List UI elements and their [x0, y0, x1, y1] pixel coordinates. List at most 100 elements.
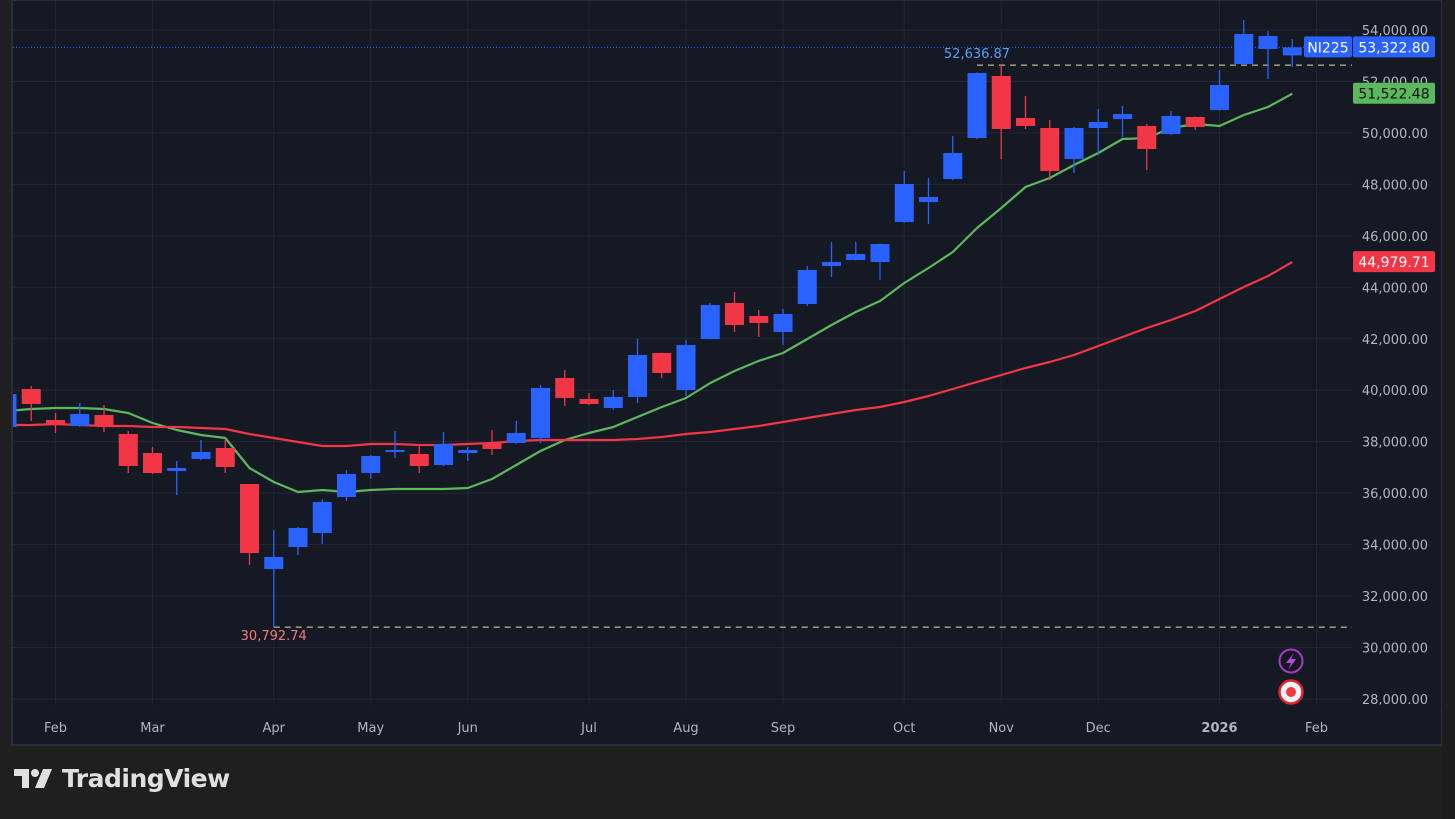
candle	[846, 241, 866, 261]
candle	[13, 394, 17, 428]
candle	[773, 308, 793, 345]
candle	[482, 429, 502, 456]
candle	[458, 447, 478, 462]
candle-body	[676, 344, 696, 390]
time-axis[interactable]: Feb Mar Apr May Jun Jul Aug Sep Oct Nov Dec 2026 Feb	[13, 704, 1442, 736]
chart-pane	[11, 0, 1443, 746]
candle-body	[555, 377, 575, 398]
candle-body	[1064, 128, 1084, 160]
y-tick-label: 50,000.00	[1362, 127, 1428, 142]
y-tick-label: 30,000.00	[1362, 642, 1428, 657]
y-tick-label: 32,000.00	[1362, 590, 1428, 605]
y-tick-label: 46,000.00	[1362, 230, 1428, 245]
x-tick-label: Oct	[893, 721, 915, 736]
candle	[822, 241, 841, 278]
candle-body	[21, 389, 41, 405]
candle-body	[894, 183, 914, 222]
extreme-label: 52,636.87	[944, 47, 1010, 62]
candle-body	[70, 413, 90, 426]
candle-body	[215, 448, 235, 467]
candle-body	[797, 270, 817, 304]
grid	[13, 1, 1352, 705]
candle-body	[822, 262, 841, 266]
candle-body	[603, 396, 623, 408]
candle	[1137, 123, 1157, 170]
x-tick-label: Jul	[580, 721, 597, 736]
x-tick-label: Nov	[989, 721, 1015, 736]
candle-body	[13, 394, 17, 428]
tradingview-logo-icon	[14, 768, 52, 788]
last-price-label: 53,322.80	[1353, 36, 1435, 58]
candle	[1040, 120, 1060, 181]
candle-body	[967, 72, 987, 138]
candle	[1016, 95, 1035, 130]
y-tick-label: 38,000.00	[1362, 436, 1428, 451]
candle-body	[652, 352, 672, 373]
ma-short-line	[13, 92, 1293, 494]
candle-body	[1016, 117, 1035, 126]
x-tick-label: 2026	[1201, 721, 1237, 736]
tradingview-logo[interactable]: TradingView	[14, 764, 230, 793]
candle-body	[506, 433, 526, 443]
svg-text:44,979.71: 44,979.71	[1358, 255, 1429, 271]
candle	[434, 432, 453, 467]
candle-body	[1137, 125, 1157, 150]
candle	[337, 470, 356, 502]
candle-body	[167, 468, 187, 471]
candle-body	[385, 449, 405, 452]
candle	[409, 446, 429, 473]
ma-long-line	[13, 261, 1293, 448]
candle	[1234, 19, 1254, 65]
candle-body	[1258, 35, 1278, 49]
candle	[1088, 108, 1108, 155]
svg-text:53,322.80: 53,322.80	[1358, 40, 1429, 56]
candle-body	[700, 305, 720, 339]
ma-long-label: 44,979.71	[1353, 251, 1435, 273]
candle-body	[288, 528, 308, 547]
candle	[288, 527, 308, 555]
candle	[264, 529, 284, 628]
candle	[943, 136, 963, 181]
candle-body	[482, 442, 502, 449]
candle	[70, 403, 90, 427]
candle-body	[531, 387, 550, 439]
y-tick-label: 44,000.00	[1362, 281, 1428, 296]
candle	[1185, 116, 1205, 130]
x-tick-label: May	[357, 721, 384, 736]
candle-body	[337, 473, 356, 497]
candle-body	[991, 76, 1011, 130]
svg-text:NI225: NI225	[1307, 40, 1348, 56]
candle	[361, 455, 381, 479]
candle	[21, 386, 41, 421]
candle-body	[773, 313, 793, 332]
candle	[94, 404, 114, 433]
extreme-label: 30,792.74	[241, 629, 307, 644]
y-tick-label: 34,000.00	[1362, 539, 1428, 554]
candle-body	[749, 315, 769, 323]
candle	[603, 389, 623, 411]
candle-body	[46, 419, 65, 424]
x-tick-label: Sep	[771, 721, 796, 736]
ma-short-label: 51,522.48	[1353, 82, 1435, 104]
candle-body	[1088, 122, 1108, 129]
candle-body	[1210, 85, 1229, 110]
lightning-icon[interactable]	[1278, 648, 1304, 674]
candle-body	[1113, 114, 1132, 120]
candle	[628, 338, 647, 403]
y-tick-label: 48,000.00	[1362, 178, 1428, 193]
candle-body	[264, 556, 284, 569]
record-icon[interactable]	[1278, 679, 1304, 705]
candle	[894, 171, 914, 223]
candle	[676, 339, 696, 396]
y-tick-label: 28,000.00	[1362, 693, 1428, 708]
y-tick-label: 42,000.00	[1362, 333, 1428, 348]
candle	[240, 484, 259, 566]
candle	[167, 461, 187, 495]
candle-body	[312, 501, 332, 533]
price-labels: NI225 53,322.80 51,522.48 44,979.71	[1304, 36, 1435, 273]
candle-body	[1234, 34, 1254, 64]
candle	[797, 265, 817, 307]
x-tick-label: Aug	[673, 721, 698, 736]
candle-body	[1185, 116, 1205, 128]
